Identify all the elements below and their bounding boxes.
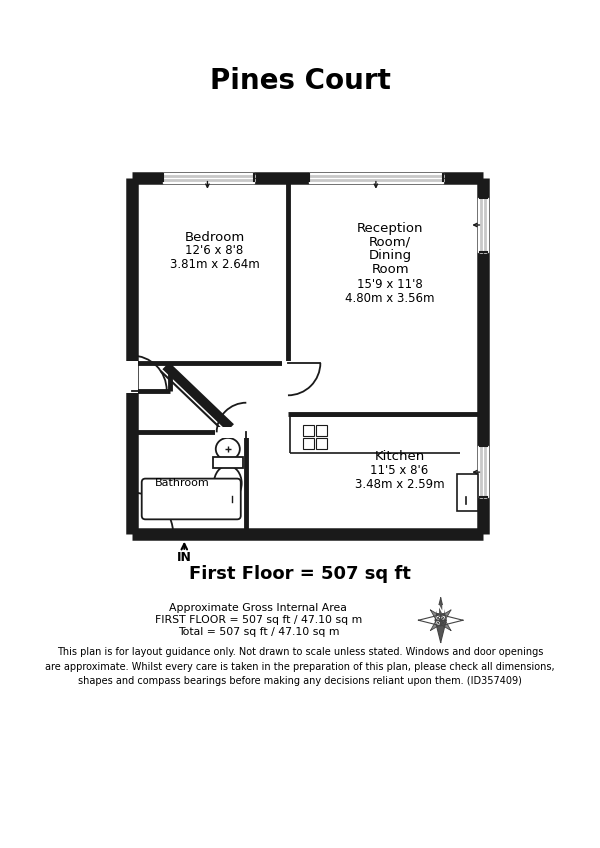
Bar <box>213 457 242 468</box>
Text: Total = 507 sq ft / 47.10 sq m: Total = 507 sq ft / 47.10 sq m <box>178 628 339 637</box>
Text: Dining: Dining <box>368 249 412 263</box>
Polygon shape <box>125 361 138 393</box>
Text: Room: Room <box>371 264 409 276</box>
Polygon shape <box>435 598 446 620</box>
FancyBboxPatch shape <box>142 478 241 519</box>
Ellipse shape <box>216 438 240 460</box>
Bar <box>303 425 314 436</box>
Polygon shape <box>438 617 451 630</box>
Polygon shape <box>418 615 440 626</box>
Polygon shape <box>440 615 463 626</box>
Polygon shape <box>215 427 252 438</box>
Text: IN: IN <box>177 551 192 564</box>
Polygon shape <box>163 173 254 183</box>
Bar <box>303 438 314 449</box>
Text: Approximate Gross Internal Area: Approximate Gross Internal Area <box>169 603 347 613</box>
Text: 4.80m x 3.56m: 4.80m x 3.56m <box>346 292 435 305</box>
Text: Reception: Reception <box>357 221 424 235</box>
Text: 3.48m x 2.59m: 3.48m x 2.59m <box>355 477 445 491</box>
Text: Bathroom: Bathroom <box>155 478 210 488</box>
Text: This plan is for layout guidance only. Not drawn to scale unless stated. Windows: This plan is for layout guidance only. N… <box>45 647 555 686</box>
Text: Kitchen: Kitchen <box>374 450 425 463</box>
Polygon shape <box>430 610 443 623</box>
Text: 3.81m x 2.64m: 3.81m x 2.64m <box>170 259 259 271</box>
Bar <box>316 425 327 436</box>
Polygon shape <box>478 446 488 497</box>
Polygon shape <box>478 198 488 252</box>
Text: N: N <box>436 605 445 616</box>
Polygon shape <box>438 610 451 623</box>
Bar <box>457 474 478 511</box>
Text: 15'9 x 11'8: 15'9 x 11'8 <box>358 278 423 291</box>
Text: 12'6 x 8'8: 12'6 x 8'8 <box>185 244 244 258</box>
Text: First Floor = 507 sq ft: First Floor = 507 sq ft <box>189 565 411 583</box>
Polygon shape <box>309 173 443 183</box>
Text: FIRST FLOOR = 507 sq ft / 47.10 sq m: FIRST FLOOR = 507 sq ft / 47.10 sq m <box>155 616 362 625</box>
Polygon shape <box>430 617 443 630</box>
Bar <box>316 438 327 449</box>
Text: Pines Court: Pines Court <box>209 67 391 95</box>
Ellipse shape <box>214 466 242 501</box>
Polygon shape <box>435 620 446 643</box>
Polygon shape <box>283 361 293 397</box>
Text: Bedroom: Bedroom <box>184 231 245 243</box>
Text: Room/: Room/ <box>369 236 412 248</box>
Text: 11'5 x 8'6: 11'5 x 8'6 <box>370 464 428 477</box>
